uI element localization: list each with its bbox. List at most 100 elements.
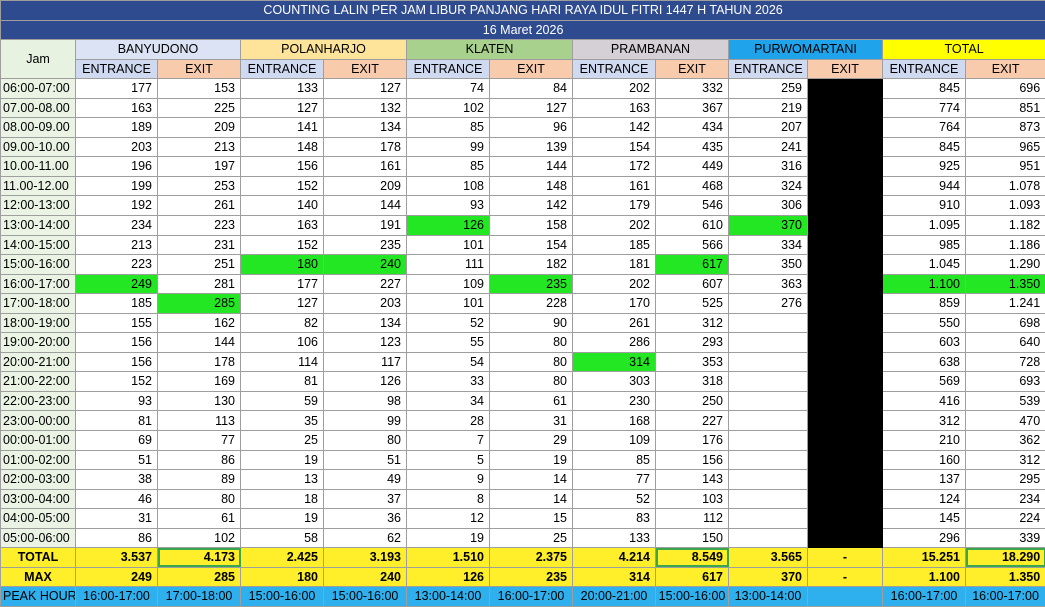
blacked-out-cell	[808, 372, 883, 392]
jam-header: Jam	[1, 40, 76, 79]
value-cell: 312	[883, 411, 966, 431]
value-cell: 54	[407, 352, 490, 372]
value-cell: 18	[241, 489, 324, 509]
value-cell: 89	[158, 470, 241, 490]
entrance-subheader: ENTRANCE	[407, 59, 490, 79]
value-cell: 19	[490, 450, 573, 470]
value-cell: 163	[241, 216, 324, 236]
time-slot: 16:00-17:00	[1, 274, 76, 294]
total-label: TOTAL	[1, 548, 76, 568]
value-cell: 203	[324, 294, 407, 314]
value-cell: 219	[729, 98, 808, 118]
value-cell: 117	[324, 352, 407, 372]
value-cell: 86	[76, 528, 158, 548]
value-cell: 13	[241, 470, 324, 490]
value-cell: 1.078	[966, 176, 1045, 196]
value-cell: 96	[490, 118, 573, 138]
value-cell: 259	[729, 79, 808, 99]
peak-value-cell: 235	[490, 274, 573, 294]
max-value: 617	[656, 567, 729, 587]
value-cell: 103	[656, 489, 729, 509]
time-slot: 17:00-18:00	[1, 294, 76, 314]
value-cell: 158	[490, 216, 573, 236]
total-value: 3.565	[729, 548, 808, 568]
value-cell: 332	[656, 79, 729, 99]
peak-value-cell: 240	[324, 255, 407, 275]
value-cell: 35	[241, 411, 324, 431]
value-cell: 134	[324, 118, 407, 138]
value-cell: 80	[324, 431, 407, 451]
value-cell: 468	[656, 176, 729, 196]
value-cell: 303	[573, 372, 656, 392]
value-cell: 102	[407, 98, 490, 118]
value-cell: 185	[76, 294, 158, 314]
max-label: MAX	[1, 567, 76, 587]
value-cell: 141	[241, 118, 324, 138]
value-cell: 470	[966, 411, 1045, 431]
value-cell: 61	[490, 391, 573, 411]
max-value: 1.100	[883, 567, 966, 587]
sheet-title: COUNTING LALIN PER JAM LIBUR PANJANG HAR…	[1, 1, 1045, 21]
value-cell: 209	[324, 176, 407, 196]
value-cell	[729, 352, 808, 372]
blacked-out-cell	[808, 509, 883, 529]
peak-value-cell: 249	[76, 274, 158, 294]
blacked-out-cell	[808, 196, 883, 216]
value-cell: 148	[490, 176, 573, 196]
value-cell: 127	[241, 98, 324, 118]
value-cell: 99	[407, 137, 490, 157]
blacked-out-cell	[808, 489, 883, 509]
value-cell: 324	[729, 176, 808, 196]
value-cell: 179	[573, 196, 656, 216]
value-cell: 152	[76, 372, 158, 392]
time-slot: 15:00-16:00	[1, 255, 76, 275]
value-cell: 192	[76, 196, 158, 216]
value-cell: 156	[241, 157, 324, 177]
value-cell: 38	[76, 470, 158, 490]
max-value: 249	[76, 567, 158, 587]
value-cell: 250	[656, 391, 729, 411]
time-slot: 03:00-04:00	[1, 489, 76, 509]
value-cell: 224	[966, 509, 1045, 529]
value-cell: 74	[407, 79, 490, 99]
value-cell: 99	[324, 411, 407, 431]
value-cell: 241	[729, 137, 808, 157]
value-cell: 59	[241, 391, 324, 411]
value-cell: 177	[241, 274, 324, 294]
value-cell: 77	[573, 470, 656, 490]
value-cell: 93	[76, 391, 158, 411]
time-slot: 11.00-12.00	[1, 176, 76, 196]
time-slot: 20:00-21:00	[1, 352, 76, 372]
max-value: 240	[324, 567, 407, 587]
blacked-out-cell	[808, 313, 883, 333]
blacked-out-cell	[808, 235, 883, 255]
value-cell: 191	[324, 216, 407, 236]
peak-hour-value: 20:00-21:00	[573, 587, 656, 607]
value-cell: 34	[407, 391, 490, 411]
value-cell: 845	[883, 137, 966, 157]
entrance-subheader: ENTRANCE	[573, 59, 656, 79]
value-cell: 178	[324, 137, 407, 157]
time-slot: 13:00-14:00	[1, 216, 76, 236]
value-cell: 965	[966, 137, 1045, 157]
value-cell: 306	[729, 196, 808, 216]
value-cell: 133	[241, 79, 324, 99]
value-cell: 774	[883, 98, 966, 118]
value-cell: 156	[76, 333, 158, 353]
value-cell: 123	[324, 333, 407, 353]
value-cell: 31	[490, 411, 573, 431]
value-cell: 101	[407, 294, 490, 314]
value-cell: 202	[573, 274, 656, 294]
value-cell: 696	[966, 79, 1045, 99]
